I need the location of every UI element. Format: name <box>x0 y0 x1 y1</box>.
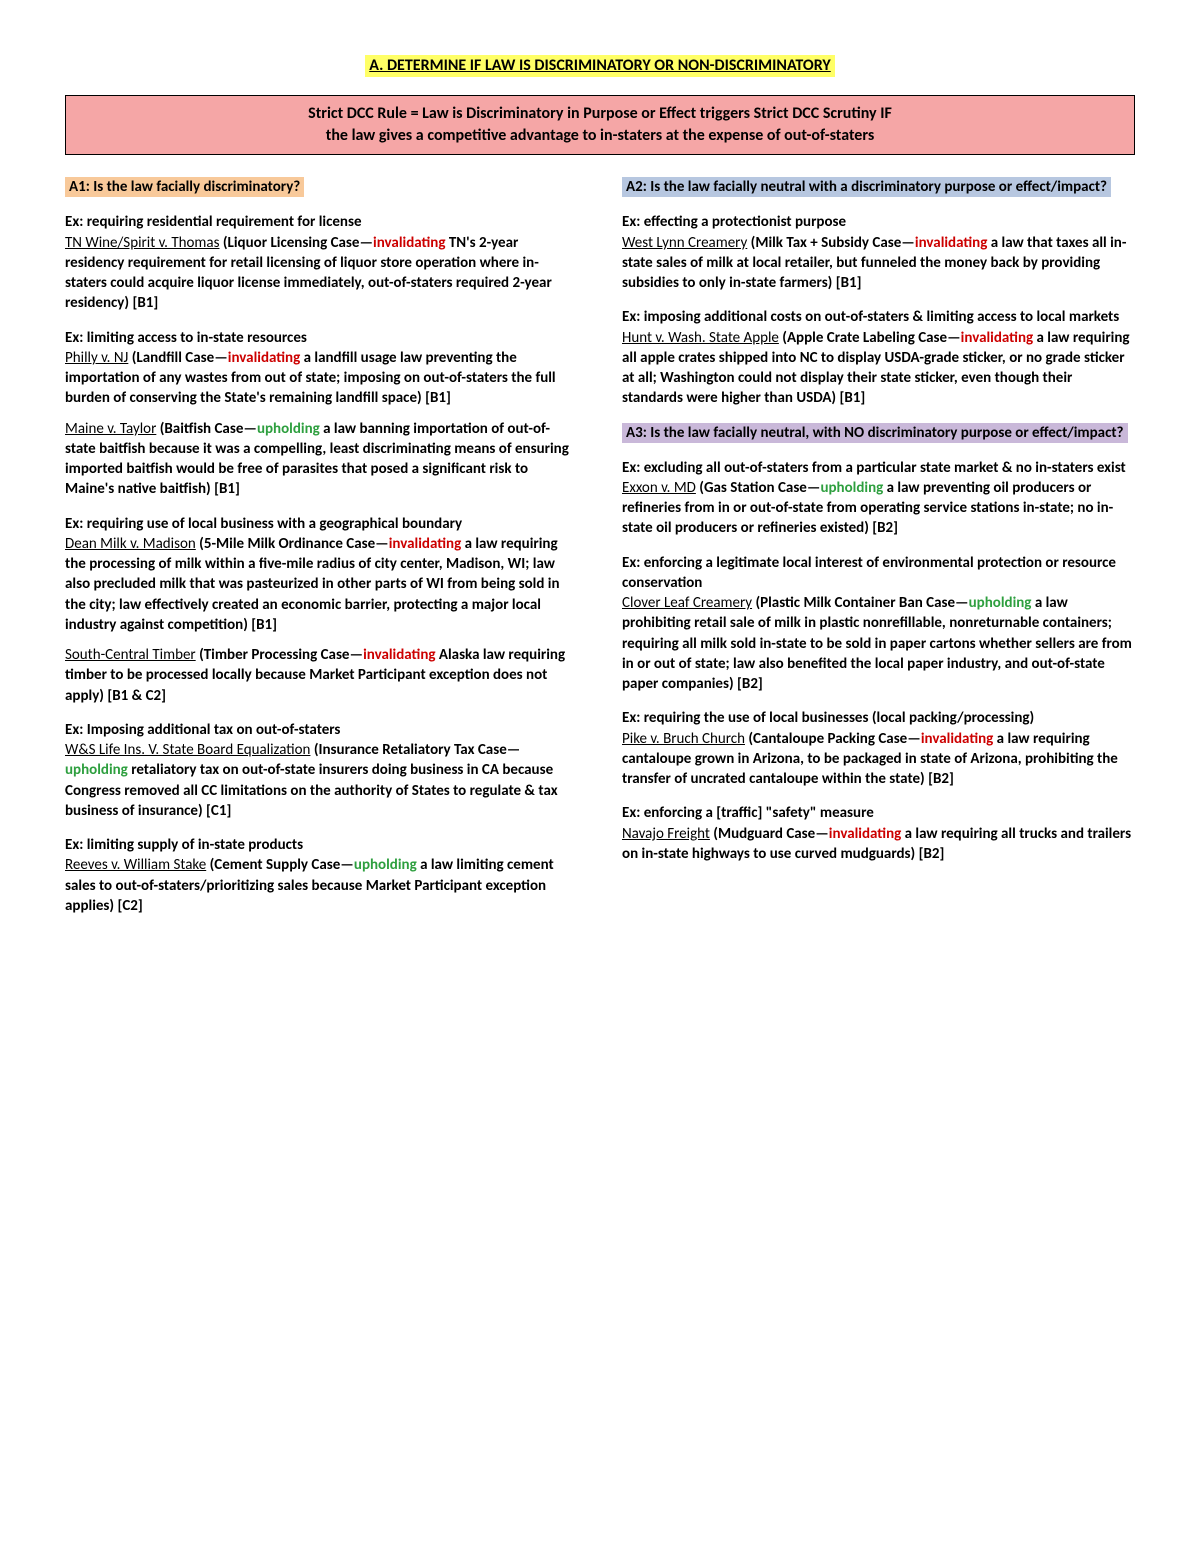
case-exxon: Exxon v. MD (Gas Station Case—upholding … <box>622 478 1135 539</box>
columns: A1: Is the law facially discriminatory? … <box>65 177 1135 926</box>
ex-title: Ex: effecting a protectionist purpose <box>622 212 1135 232</box>
right-column: A2: Is the law facially neutral with a d… <box>622 177 1135 926</box>
a3-label: A3: Is the law facially neutral, with NO… <box>622 423 1128 443</box>
case-reeves: Reeves v. William Stake (Cement Supply C… <box>65 855 578 916</box>
case-pike: Pike v. Bruch Church (Cantaloupe Packing… <box>622 729 1135 790</box>
case-name: TN Wine/Spirit v. Thomas <box>65 234 219 252</box>
ex-title: Ex: imposing additional costs on out-of-… <box>622 307 1135 327</box>
case-timber: South-Central Timber (Timber Processing … <box>65 645 578 706</box>
ex-title: Ex: excluding all out-of-staters from a … <box>622 458 1135 478</box>
case-clover: Clover Leaf Creamery (Plastic Milk Conta… <box>622 593 1135 694</box>
case-dean-milk: Dean Milk v. Madison (5-Mile Milk Ordina… <box>65 534 578 635</box>
ex-title: Ex: requiring use of local business with… <box>65 514 578 534</box>
rule-line-1: Strict DCC Rule = Law is Discriminatory … <box>76 103 1124 125</box>
a2-label: A2: Is the law facially neutral with a d… <box>622 177 1111 197</box>
case-tn-wine: TN Wine/Spirit v. Thomas (Liquor Licensi… <box>65 233 578 314</box>
a1-label: A1: Is the law facially discriminatory? <box>65 177 304 197</box>
a1-header: A1: Is the law facially discriminatory? <box>65 177 578 198</box>
left-column: A1: Is the law facially discriminatory? … <box>65 177 578 926</box>
case-hunt: Hunt v. Wash. State Apple (Apple Crate L… <box>622 328 1135 409</box>
a3-header: A3: Is the law facially neutral, with NO… <box>622 423 1135 444</box>
case-philly: Philly v. NJ (Landfill Case—invalidating… <box>65 348 578 409</box>
ex-title: Ex: limiting access to in-state resource… <box>65 328 578 348</box>
rule-box: Strict DCC Rule = Law is Discriminatory … <box>65 95 1135 156</box>
case-maine: Maine v. Taylor (Baitfish Case—upholding… <box>65 419 578 500</box>
a2-header: A2: Is the law facially neutral with a d… <box>622 177 1135 198</box>
case-navajo: Navajo Freight (Mudguard Case—invalidati… <box>622 824 1135 865</box>
ex-title: Ex: Imposing additional tax on out-of-st… <box>65 720 578 740</box>
ex-title: Ex: limiting supply of in-state products <box>65 835 578 855</box>
page-title: A. DETERMINE IF LAW IS DISCRIMINATORY OR… <box>365 55 834 77</box>
ex-title: Ex: requiring residential requirement fo… <box>65 212 578 232</box>
case-west-lynn: West Lynn Creamery (Milk Tax + Subsidy C… <box>622 233 1135 294</box>
case-ws-life: W&S Life Ins. V. State Board Equalizatio… <box>65 740 578 821</box>
rule-line-2: the law gives a competitive advantage to… <box>76 125 1124 147</box>
ex-title: Ex: enforcing a [traffic] "safety" measu… <box>622 803 1135 823</box>
ex-title: Ex: enforcing a legitimate local interes… <box>622 553 1135 594</box>
title-row: A. DETERMINE IF LAW IS DISCRIMINATORY OR… <box>65 55 1135 77</box>
ex-title: Ex: requiring the use of local businesse… <box>622 708 1135 728</box>
